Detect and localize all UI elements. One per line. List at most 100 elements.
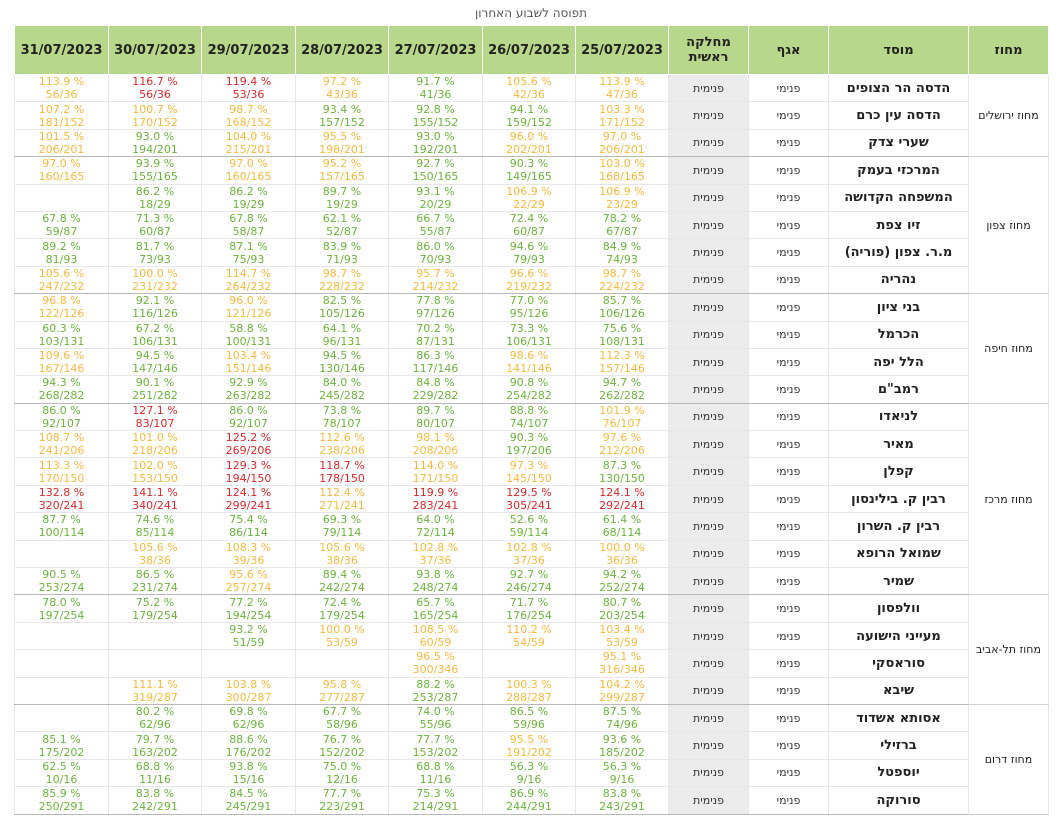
occupancy-ratio: 74/107 <box>509 416 549 430</box>
occupancy-cell: 75.2 % 179/254 <box>108 594 202 623</box>
occupancy-cell: 78.0 % 197/254 <box>14 594 109 623</box>
occupancy-percent: 64.1 % <box>322 321 362 335</box>
institution-cell: הדסה עין כרם <box>828 101 969 130</box>
occupancy-percent: 69.8 % <box>229 705 268 719</box>
occupancy-cell: 97.0 % 206/201 <box>575 128 669 158</box>
occupancy-cell: 97.2 % 43/36 <box>295 73 389 103</box>
occupancy-cell: 84.8 % 229/282 <box>388 375 483 404</box>
header-date[interactable]: 31/07/2023 <box>14 25 109 75</box>
occupancy-ratio: 74/93 <box>606 252 638 266</box>
occupancy-ratio: 76/107 <box>602 416 642 430</box>
occupancy-percent: 80.2 % <box>135 705 175 719</box>
occupancy-percent: 95.2 % <box>322 157 362 171</box>
wing-cell: פנימי <box>748 621 829 651</box>
occupancy-percent: 110.2 % <box>506 623 552 636</box>
occupancy-cell: 80.2 % 62/96 <box>108 703 202 733</box>
occupancy-ratio: 254/282 <box>506 389 552 403</box>
occupancy-percent: 60.3 % <box>42 321 81 335</box>
occupancy-ratio: 228/232 <box>319 279 365 293</box>
district-cell: מחוז צפון <box>968 156 1049 295</box>
occupancy-cell: 94.5 % 130/146 <box>295 347 389 377</box>
occupancy-percent: 93.8 % <box>416 568 455 582</box>
occupancy-cell: 86.2 % 19/29 <box>201 183 296 212</box>
occupancy-ratio: 160/165 <box>38 170 85 184</box>
occupancy-cell: 127.1 % 83/107 <box>108 402 202 432</box>
occupancy-cell: 86.0 % 92/107 <box>201 402 296 432</box>
occupancy-ratio: 244/291 <box>506 800 552 814</box>
occupancy-percent: 118.7 % <box>319 458 365 472</box>
occupancy-percent: 83.9 % <box>322 239 362 253</box>
occupancy-ratio: 37/36 <box>419 553 452 567</box>
occupancy-table: מחוז מוסד אגף מחלקה ראשית 25/07/2023 26/… <box>14 25 1049 815</box>
occupancy-ratio: 59/96 <box>513 718 545 732</box>
header-date[interactable]: 29/07/2023 <box>201 25 296 75</box>
header-date[interactable]: 26/07/2023 <box>482 25 576 75</box>
occupancy-percent: 65.7 % <box>416 595 455 609</box>
occupancy-cell: 52.6 % 59/114 <box>482 512 576 541</box>
occupancy-percent: 100.0 % <box>132 266 178 280</box>
wing-cell: פנימי <box>748 567 829 596</box>
institution-cell: קפלן <box>828 457 969 486</box>
occupancy-cell: 82.5 % 105/126 <box>295 293 389 322</box>
institution-cell: זיו צפת <box>828 210 969 240</box>
district-cell: מחוז דרום <box>968 703 1049 815</box>
occupancy-ratio: 79/114 <box>322 526 362 540</box>
occupancy-percent: 95.5 % <box>509 732 549 746</box>
occupancy-ratio: 95/126 <box>509 307 549 321</box>
institution-cell: שמואל הרופא <box>828 539 969 569</box>
occupancy-cell: 77.7 % 153/202 <box>388 731 483 760</box>
occupancy-cell: 95.6 % 257/274 <box>201 567 296 596</box>
occupancy-ratio: 38/36 <box>326 553 358 567</box>
header-date[interactable]: 27/07/2023 <box>388 25 483 75</box>
occupancy-ratio: 59/87 <box>45 225 78 239</box>
occupancy-percent: 93.8 % <box>229 759 268 773</box>
occupancy-percent: 95.8 % <box>322 677 362 691</box>
occupancy-percent: 97.2 % <box>322 75 362 89</box>
occupancy-ratio: 252/274 <box>599 581 645 595</box>
occupancy-cell: 93.0 % 194/201 <box>108 128 202 158</box>
occupancy-cell: 75.6 % 108/131 <box>575 320 669 349</box>
occupancy-cell: 96.6 % 219/232 <box>482 265 576 295</box>
occupancy-cell: 86.0 % 70/93 <box>388 238 483 267</box>
occupancy-cell: 92.8 % 155/152 <box>388 101 483 130</box>
occupancy-percent: 78.2 % <box>602 212 642 226</box>
header-wing[interactable]: אגף <box>748 25 829 75</box>
occupancy-cell: 79.7 % 163/202 <box>108 731 202 760</box>
occupancy-ratio: 141/146 <box>506 362 552 376</box>
district-cell: מחוז ירושלים <box>968 73 1049 158</box>
occupancy-percent: 90.3 % <box>509 431 549 445</box>
occupancy-percent: 116.7 % <box>132 75 178 89</box>
table-row: שיבא פנימי פנימית 104.2 % 299/287 100.3 % 288/… <box>14 676 1049 705</box>
header-date[interactable]: 30/07/2023 <box>108 25 202 75</box>
header-date[interactable]: 25/07/2023 <box>575 25 669 75</box>
header-district[interactable]: מחוז <box>968 25 1049 75</box>
occupancy-cell: 75.0 % 12/16 <box>295 758 389 788</box>
occupancy-ratio: 60/87 <box>139 225 171 239</box>
occupancy-ratio: 11/16 <box>419 772 452 786</box>
occupancy-percent: 88.6 % <box>229 732 268 746</box>
occupancy-cell: 95.1 % 316/346 <box>575 649 669 678</box>
department-cell: פנימית <box>668 567 749 596</box>
occupancy-cell: 110.2 % 54/59 <box>482 621 576 651</box>
occupancy-cell: 74.0 % 55/96 <box>388 703 483 733</box>
occupancy-cell: 114.0 % 171/150 <box>388 457 483 486</box>
occupancy-cell: 85.7 % 106/126 <box>575 293 669 322</box>
wing-cell: פנימי <box>748 758 829 788</box>
wing-cell: פנימי <box>748 101 829 130</box>
header-department[interactable]: מחלקה ראשית <box>668 25 749 75</box>
occupancy-cell <box>108 621 202 651</box>
occupancy-ratio: 181/152 <box>38 115 85 129</box>
header-institution[interactable]: מוסד <box>828 25 969 75</box>
department-cell: פנימית <box>668 347 749 377</box>
occupancy-ratio: 130/146 <box>319 362 365 376</box>
wing-cell: פנימי <box>748 320 829 349</box>
occupancy-ratio: 108/131 <box>599 334 645 348</box>
occupancy-ratio: 159/152 <box>506 115 552 129</box>
occupancy-percent: 85.7 % <box>602 294 642 308</box>
occupancy-percent: 77.0 % <box>509 294 549 308</box>
occupancy-percent: 61.4 % <box>602 513 642 527</box>
header-date[interactable]: 28/07/2023 <box>295 25 389 75</box>
wing-cell: פנימי <box>748 183 829 212</box>
occupancy-ratio: 208/206 <box>412 444 459 458</box>
occupancy-cell: 98.7 % 168/152 <box>201 101 296 130</box>
